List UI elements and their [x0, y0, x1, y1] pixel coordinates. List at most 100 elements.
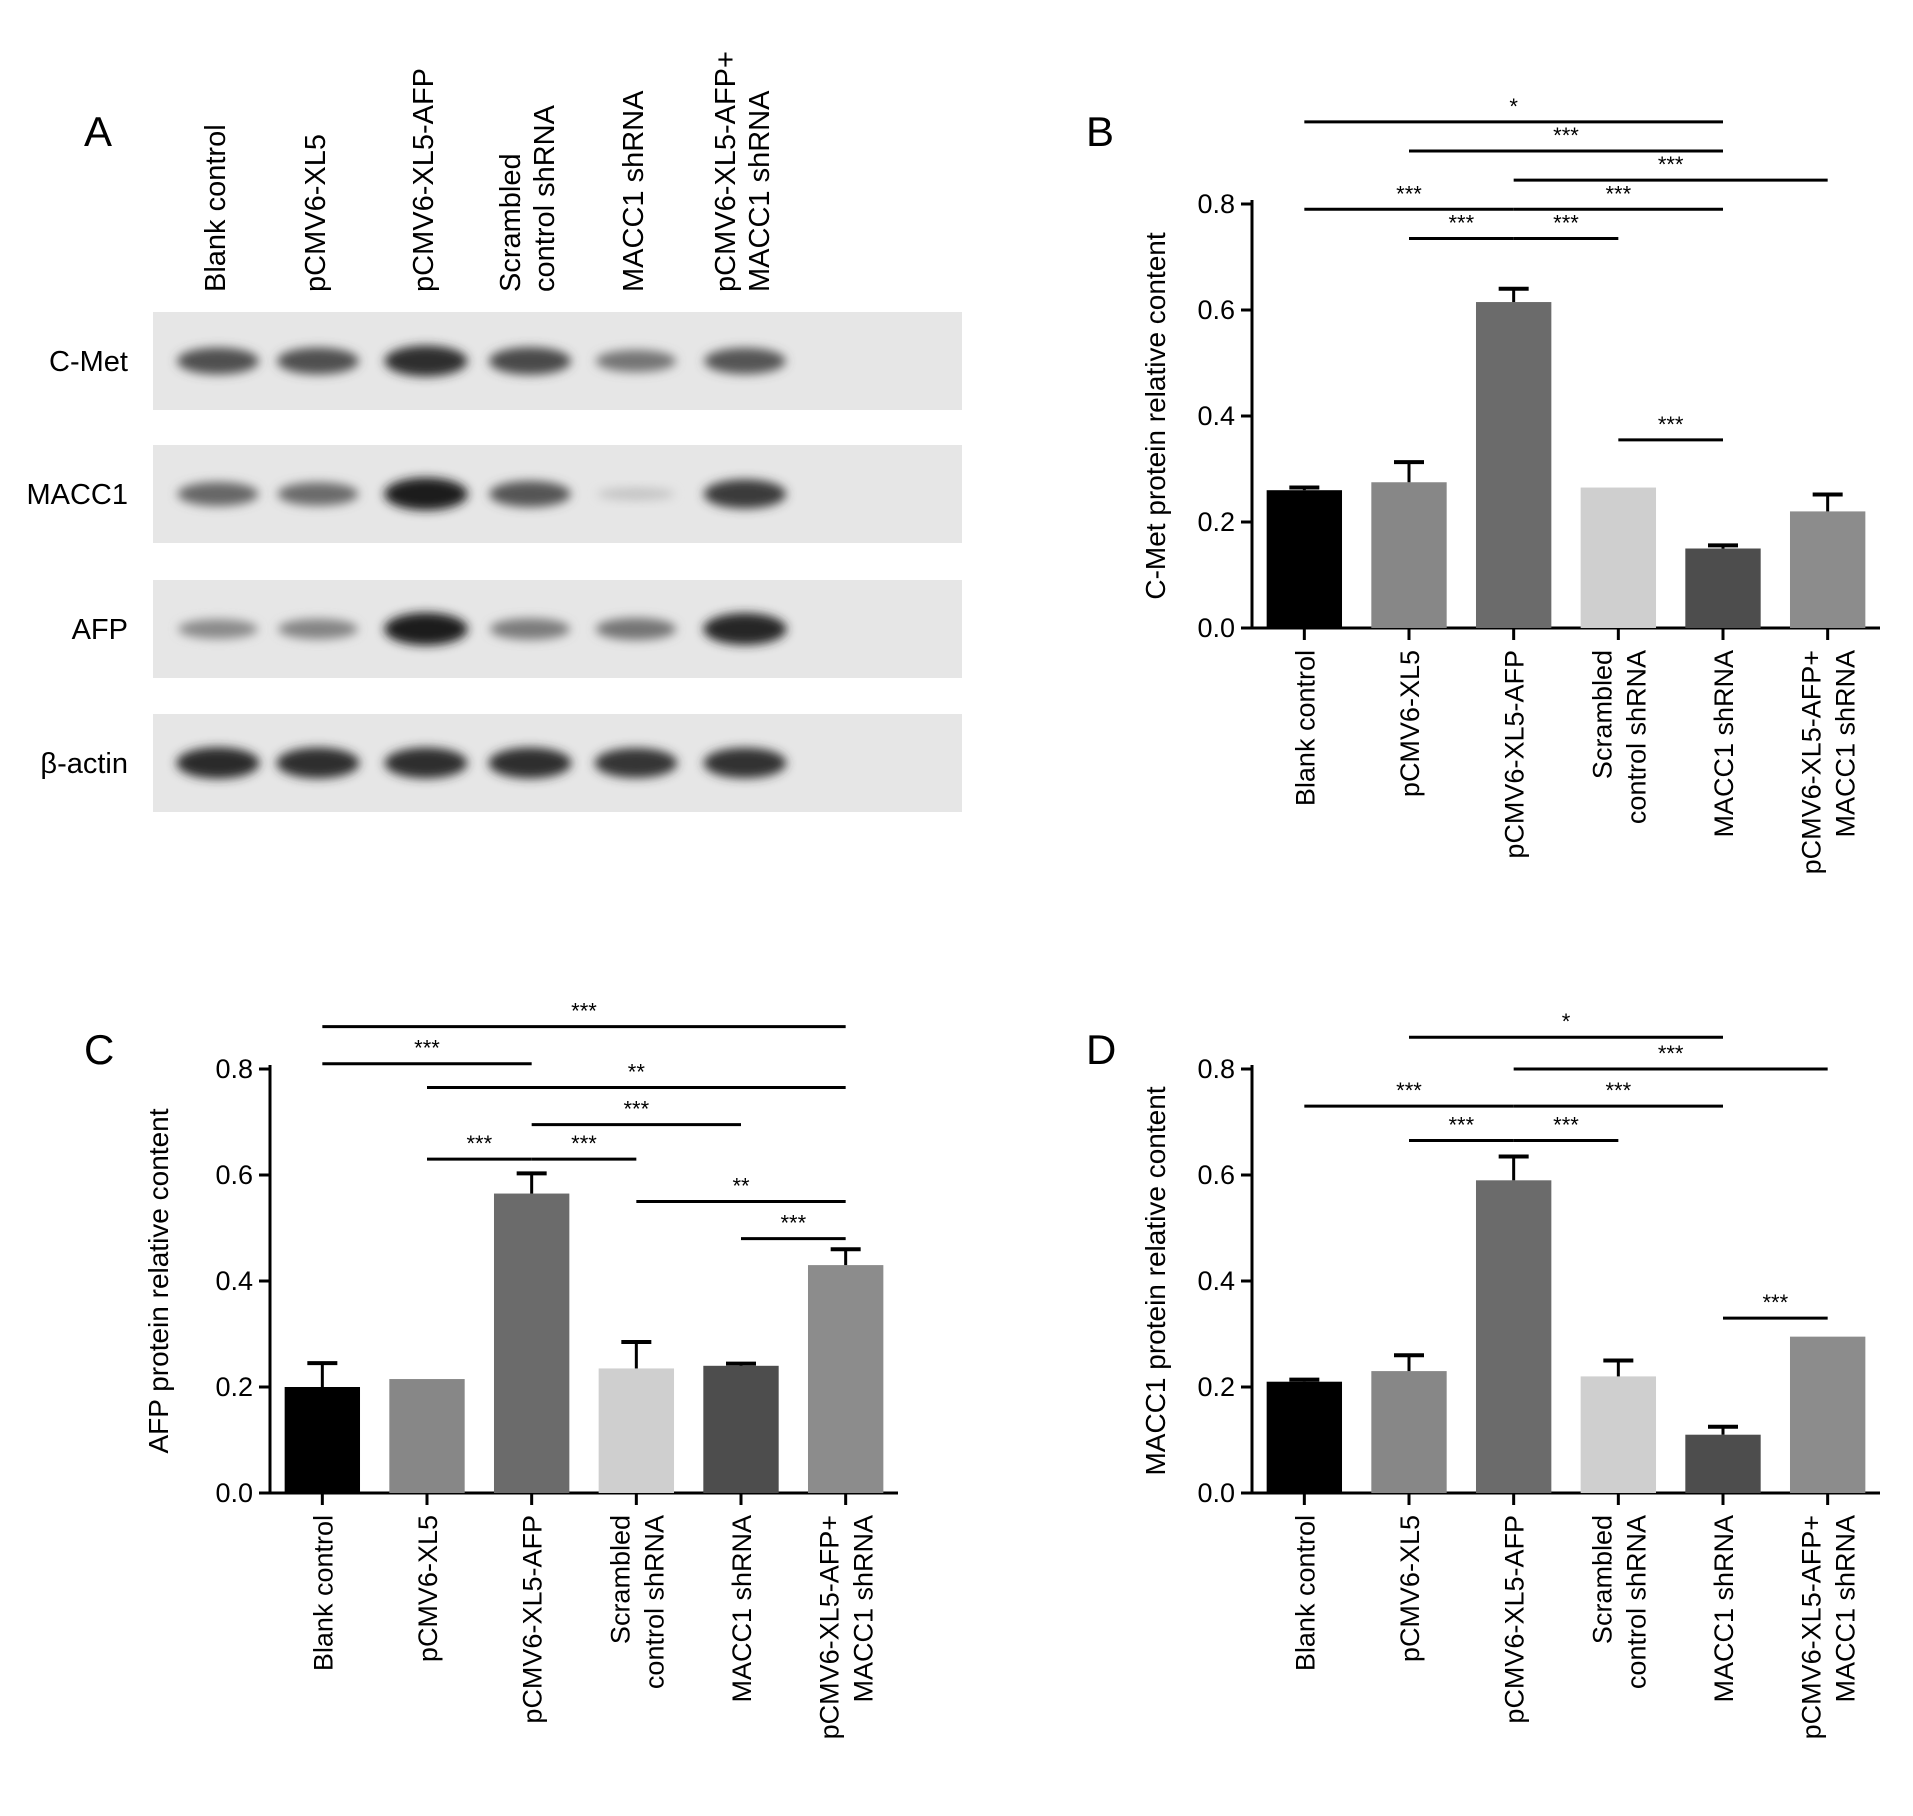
x-category-label: MACC1 shRNA	[1831, 1515, 1861, 1703]
blot-condition-label: control shRNA	[529, 104, 561, 292]
bar	[1475, 302, 1552, 628]
x-category-label: pCMV6-XL5	[1395, 1515, 1425, 1662]
y-tick-label: 0.6	[1197, 1160, 1235, 1190]
blot-band	[488, 747, 572, 779]
chart-b: 0.0 0.2 0.4 0.6 0.8 C-Met protein relative co…	[1140, 94, 1880, 874]
bar	[1685, 1434, 1761, 1493]
x-category-label: Scrambled	[1587, 650, 1617, 779]
significance-label: **	[732, 1174, 750, 1199]
blot-strips	[153, 312, 962, 812]
x-category-label: pCMV6-XL5-AFP	[1500, 650, 1530, 859]
x-category-label: pCMV6-XL5-AFP+	[1797, 650, 1827, 874]
bar	[493, 1193, 570, 1493]
significance-label: ***	[780, 1211, 806, 1236]
blot-condition-label: MACC1 shRNA	[618, 90, 650, 292]
blot-condition-label: pCMV6-XL5-AFP+	[710, 51, 742, 292]
x-category-label: pCMV6-XL5-AFP+	[815, 1515, 845, 1739]
blot-band	[703, 747, 787, 779]
y-axis-label: MACC1 protein relative content	[1140, 1086, 1171, 1475]
x-category-label: MACC1 shRNA	[1709, 650, 1739, 838]
blot-band	[703, 479, 787, 509]
significance-label: ***	[1762, 1290, 1788, 1315]
bar	[284, 1387, 361, 1493]
bar	[1266, 490, 1343, 628]
bar	[1475, 1180, 1552, 1493]
x-category-label: Scrambled	[1587, 1515, 1617, 1644]
y-tick-label: 0.8	[1197, 1054, 1235, 1084]
x-category-label: control shRNA	[1621, 1515, 1651, 1689]
panel-d: D 0.0 0.2 0.4 0.6 0.8 MACC1 protein relative …	[1086, 1009, 1880, 1739]
significance-label: ***	[1605, 1078, 1631, 1103]
x-category-label: pCMV6-XL5-AFP	[1500, 1515, 1530, 1724]
x-category-label: pCMV6-XL5-AFP+	[1797, 1515, 1827, 1739]
x-category-label: MACC1 shRNA	[1831, 650, 1861, 838]
bar	[1685, 548, 1761, 628]
y-tick-label: 0.6	[215, 1160, 253, 1190]
blot-protein-label: MACC1	[26, 479, 128, 511]
blot-band	[489, 480, 571, 508]
blot-condition-label: Scrambled	[495, 153, 527, 292]
y-tick-label: 0.6	[1197, 295, 1235, 325]
x-category-label: MACC1 shRNA	[727, 1515, 757, 1703]
bar	[1371, 482, 1447, 628]
blot-band	[597, 487, 675, 501]
blot-band	[595, 349, 677, 373]
y-tick-label: 0.4	[1197, 1266, 1235, 1296]
x-category-label: MACC1 shRNA	[1709, 1515, 1739, 1703]
y-tick-label: 0.2	[1197, 507, 1235, 537]
significance-label: ***	[571, 1131, 597, 1156]
x-category-label: control shRNA	[1621, 650, 1651, 824]
x-category-label: MACC1 shRNA	[849, 1515, 879, 1703]
significance-label: ***	[1448, 210, 1474, 235]
significance-label: *	[1562, 1009, 1571, 1034]
significance-label: ***	[1553, 210, 1579, 235]
bar	[598, 1368, 675, 1493]
blot-band	[489, 347, 571, 375]
blot-protein-label: AFP	[72, 614, 128, 646]
blot-band	[384, 345, 468, 377]
x-category-label: Scrambled	[605, 1515, 635, 1644]
significance-label: ***	[1658, 152, 1684, 177]
chart-c: 0.0 0.2 0.4 0.6 0.8 AFP protein relative cont…	[143, 999, 898, 1739]
blot-protein-label: C-Met	[49, 346, 128, 378]
bar	[807, 1265, 884, 1493]
blot-band	[276, 747, 360, 779]
panel-b-letter: B	[1086, 108, 1114, 155]
significance-label: **	[628, 1060, 646, 1085]
blot-band	[384, 477, 468, 511]
blot-protein-label: β-actin	[40, 748, 128, 780]
blot-band	[277, 347, 359, 375]
y-tick-label: 0.0	[1197, 613, 1235, 643]
blot-band	[177, 481, 259, 507]
significance-label: ***	[414, 1036, 440, 1061]
panel-b: B 0.0 0.2 0.4 0.6 0.8 C-Met protein relative …	[1086, 94, 1880, 874]
significance-label: ***	[1396, 1078, 1422, 1103]
blot-condition-label: Blank control	[200, 124, 232, 292]
blot-condition-label: MACC1 shRNA	[744, 90, 776, 292]
y-tick-label: 0.0	[215, 1478, 253, 1508]
panel-a-letter: A	[84, 108, 112, 155]
blot-band	[278, 618, 358, 640]
x-category-label: pCMV6-XL5	[1395, 650, 1425, 797]
significance-label: ***	[1658, 412, 1684, 437]
blot-protein-labels: C-Met MACC1 AFP β-actin	[26, 346, 128, 780]
significance-label: ***	[1605, 181, 1631, 206]
panel-c: C 0.0 0.2 0.4 0.6 0.8 AFP protein relative co…	[84, 999, 898, 1739]
panel-c-letter: C	[84, 1026, 114, 1073]
x-category-label: control shRNA	[639, 1515, 669, 1689]
significance-label: ***	[1448, 1113, 1474, 1138]
blot-condition-labels: Blank control pCMV6-XL5 pCMV6-XL5-AFP Scram…	[200, 51, 776, 292]
blot-band	[703, 613, 787, 645]
x-category-label: Blank control	[1290, 650, 1320, 806]
blot-band	[177, 347, 259, 375]
y-tick-label: 0.0	[1197, 1478, 1235, 1508]
blot-band	[704, 347, 786, 375]
chart-d: 0.0 0.2 0.4 0.6 0.8 MACC1 protein relative co…	[1140, 1009, 1880, 1739]
bar	[1580, 1376, 1657, 1493]
y-axis-label: AFP protein relative content	[143, 1108, 174, 1453]
bar	[1789, 1336, 1866, 1493]
significance-label: ***	[1553, 1113, 1579, 1138]
blot-band	[384, 612, 468, 646]
significance-label: ***	[1553, 123, 1579, 148]
